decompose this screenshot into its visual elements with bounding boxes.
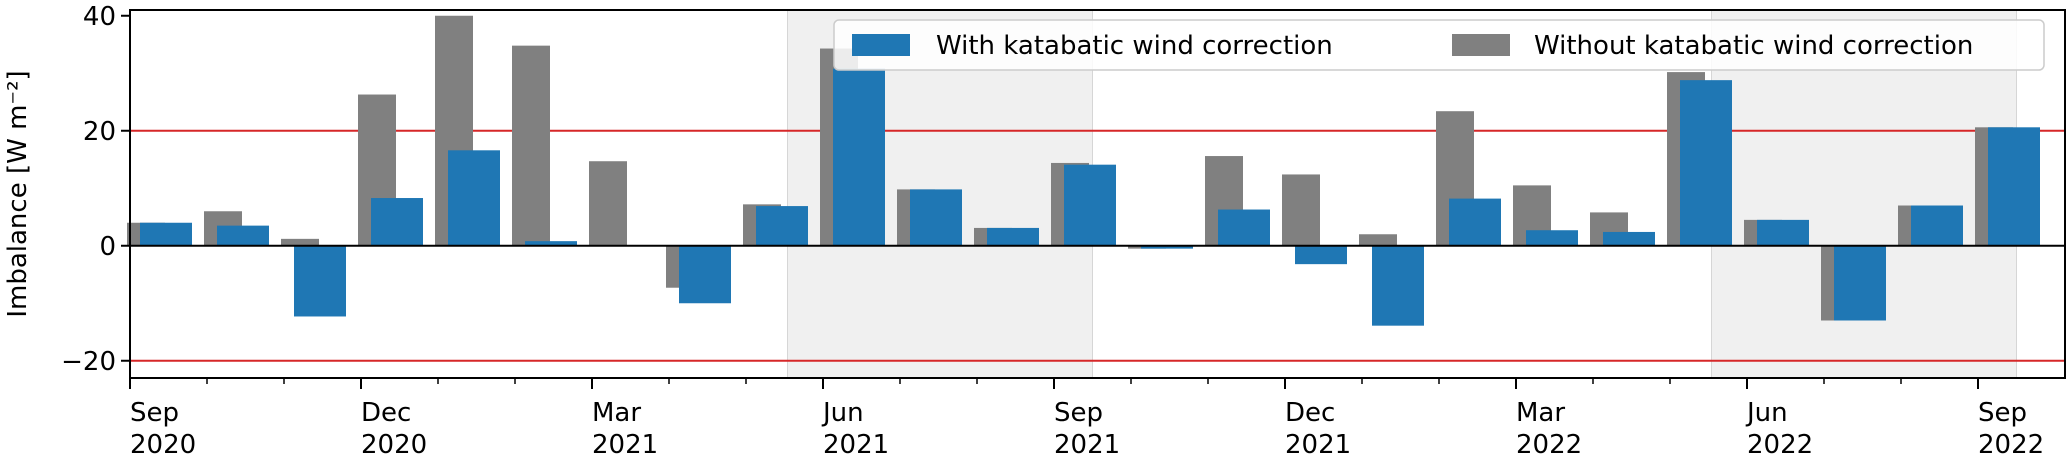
x-tick-label-year: 2022 [1978, 430, 2044, 460]
y-tick-label: 0 [99, 232, 116, 262]
bar-with-correction [1372, 245, 1424, 326]
y-axis-label: Imbalance [W m⁻²] [3, 70, 33, 317]
y-tick-label: −20 [61, 347, 116, 377]
bar-without-correction [1359, 234, 1397, 246]
bar-with-correction [1141, 245, 1193, 249]
x-tick-label-year: 2020 [361, 430, 427, 460]
x-tick-label-month: Mar [1516, 398, 1565, 428]
bar-with-correction [1218, 209, 1270, 246]
bar-with-correction [756, 206, 808, 246]
x-tick-label-year: 2020 [130, 430, 196, 460]
bar-with-correction [1834, 245, 1886, 321]
y-tick-label: 20 [83, 117, 116, 147]
bar-with-correction [1757, 219, 1809, 246]
bar-with-correction [679, 245, 731, 304]
bar-with-correction [448, 150, 500, 246]
x-tick-label-year: 2022 [1747, 430, 1813, 460]
bar-with-correction [371, 198, 423, 246]
bar-with-correction [987, 227, 1039, 246]
bar-with-correction [294, 245, 346, 317]
bar-without-correction [1282, 174, 1320, 246]
legend-swatch [852, 34, 910, 56]
bar-without-correction [512, 45, 550, 246]
bar-without-correction [589, 161, 627, 246]
y-axis: −20 0 20 40 [61, 2, 130, 377]
x-tick-label-month: Sep [130, 398, 179, 428]
x-tick-label-month: Jun [1745, 398, 1788, 428]
x-tick-label-month: Dec [361, 398, 411, 428]
legend-label: With katabatic wind correction [936, 31, 1333, 61]
legend-box [833, 19, 2045, 71]
x-tick-label-month: Sep [1978, 398, 2027, 428]
x-tick-label-month: Mar [592, 398, 641, 428]
bar-with-correction [910, 189, 962, 246]
legend-label: Without katabatic wind correction [1534, 31, 1973, 61]
bar-with-correction [1295, 245, 1347, 265]
x-tick-label-year: 2021 [592, 430, 658, 460]
bar-with-correction [1680, 80, 1732, 246]
bar-with-correction [1064, 164, 1116, 246]
bar-with-correction [1449, 198, 1501, 246]
bar-with-correction [140, 222, 192, 246]
x-tick-label-year: 2021 [823, 430, 889, 460]
x-axis: Sep2020Dec2020Mar2021Jun2021Sep2021Dec20… [129, 378, 2044, 460]
plot-frame [129, 9, 2066, 379]
bar-without-correction [281, 238, 319, 246]
x-tick-label-year: 2022 [1516, 430, 1582, 460]
bar-with-correction [1988, 127, 2040, 246]
bar-with-correction [217, 225, 269, 246]
x-tick-label-month: Sep [1054, 398, 1103, 428]
bar-with-correction [1526, 230, 1578, 246]
bar-with-correction [833, 68, 885, 246]
x-tick-label-month: Dec [1285, 398, 1335, 428]
legend: With katabatic wind correction Without ka… [833, 19, 2045, 71]
bar-with-correction [525, 241, 577, 246]
bar-with-correction [1911, 205, 1963, 246]
legend-swatch [1452, 34, 1510, 56]
bars [127, 15, 2040, 326]
y-tick-label: 40 [83, 2, 116, 32]
bar-with-correction [1603, 231, 1655, 246]
x-tick-label-year: 2021 [1054, 430, 1120, 460]
x-tick-label-month: Jun [821, 398, 864, 428]
x-tick-label-year: 2021 [1285, 430, 1351, 460]
